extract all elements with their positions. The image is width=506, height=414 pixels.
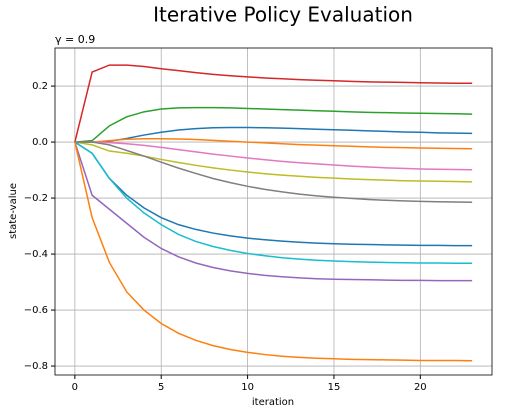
y-axis-label: state-value bbox=[8, 183, 19, 239]
series-line bbox=[74, 141, 473, 171]
x-tick-label: 20 bbox=[414, 382, 427, 393]
chart-subtitle: γ = 0.9 bbox=[55, 33, 95, 46]
x-tick-label: 10 bbox=[241, 382, 254, 393]
y-tick-label: 0.0 bbox=[32, 137, 48, 148]
y-tick-label: −0.8 bbox=[24, 361, 48, 372]
x-axis-label: iteration bbox=[252, 397, 294, 408]
series-line bbox=[74, 141, 473, 282]
series-line bbox=[74, 106, 473, 143]
x-tick-label: 15 bbox=[328, 382, 341, 393]
series-line bbox=[74, 126, 473, 143]
series-line bbox=[74, 64, 473, 143]
y-tick-label: −0.4 bbox=[24, 249, 48, 260]
series-line bbox=[74, 141, 473, 362]
plot-frame bbox=[54, 47, 493, 376]
chart-title: Iterative Policy Evaluation bbox=[153, 3, 413, 27]
series-line bbox=[74, 141, 473, 247]
series-line bbox=[74, 141, 473, 204]
y-tick-label: −0.6 bbox=[24, 305, 48, 316]
y-tick-label: 0.2 bbox=[32, 81, 48, 92]
series-line bbox=[74, 137, 473, 150]
y-tick-label: −0.2 bbox=[24, 193, 48, 204]
x-tick-label: 0 bbox=[72, 382, 78, 393]
x-tick-label: 5 bbox=[158, 382, 164, 393]
series-line bbox=[74, 141, 473, 265]
